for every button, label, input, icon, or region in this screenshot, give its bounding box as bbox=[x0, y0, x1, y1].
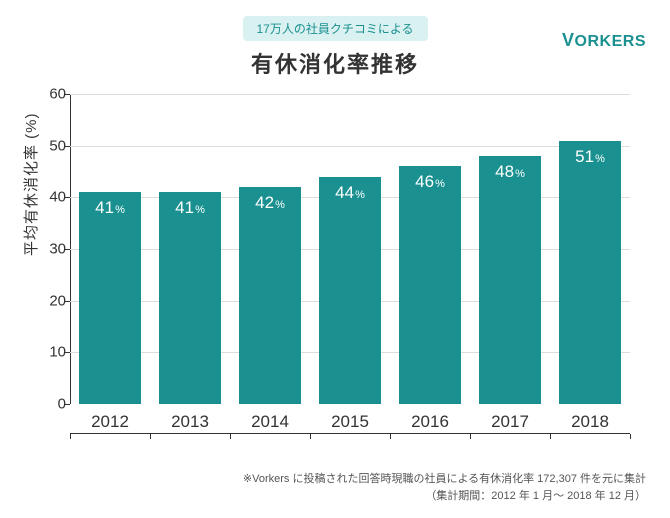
x-tick-mark bbox=[70, 434, 71, 439]
bars-container: 41% 41% 42% 44% 46% 48% 51% bbox=[70, 94, 630, 404]
x-tick-label: 2016 bbox=[411, 412, 449, 432]
y-tick-label: 60 bbox=[38, 86, 66, 103]
x-tick-mark bbox=[630, 434, 631, 439]
x-tick-label: 2012 bbox=[91, 412, 129, 432]
y-tick-label: 0 bbox=[38, 396, 66, 413]
x-tick-label: 2017 bbox=[491, 412, 529, 432]
chart-area: 0102030405060 41%41%42%44%46%48%51% 2012… bbox=[70, 94, 630, 434]
x-tick-label: 2014 bbox=[251, 412, 289, 432]
bar: 44% bbox=[319, 177, 381, 404]
bar: 41% bbox=[79, 192, 141, 404]
brand-rest: ORKERS bbox=[575, 33, 646, 50]
bar-value-label: 41% bbox=[79, 198, 141, 218]
bar-value-label: 48% bbox=[479, 162, 541, 182]
x-tick-mark bbox=[310, 434, 311, 439]
x-tick-mark bbox=[230, 434, 231, 439]
footnote: ※Vorkers に投稿された回答時現職の社員による有休消化率 172,307 … bbox=[243, 471, 646, 504]
bar-value-label: 44% bbox=[319, 183, 381, 203]
x-tick-label: 2013 bbox=[171, 412, 209, 432]
x-tick-mark bbox=[550, 434, 551, 439]
bar: 48% bbox=[479, 156, 541, 404]
footnote-line-1: ※Vorkers に投稿された回答時現職の社員による有休消化率 172,307 … bbox=[243, 471, 646, 488]
y-tick-mark bbox=[65, 404, 70, 405]
pretitle-text: 17万人の社員クチコミによる bbox=[243, 16, 428, 41]
bar: 46% bbox=[399, 166, 461, 404]
y-axis-label: 平均有休消化率 (%) bbox=[20, 113, 41, 257]
y-tick-label: 20 bbox=[38, 292, 66, 309]
x-tick-label: 2015 bbox=[331, 412, 369, 432]
bar-value-label: 41% bbox=[159, 198, 221, 218]
y-tick-label: 30 bbox=[38, 241, 66, 258]
bar-value-label: 42% bbox=[239, 193, 301, 213]
brand-v: V bbox=[562, 30, 575, 50]
bar: 51% bbox=[559, 141, 621, 405]
bar-value-label: 46% bbox=[399, 172, 461, 192]
x-tick-mark bbox=[150, 434, 151, 439]
x-axis-line bbox=[70, 433, 630, 434]
x-tick-mark bbox=[390, 434, 391, 439]
bar-value-label: 51% bbox=[559, 147, 621, 167]
y-tick-label: 10 bbox=[38, 344, 66, 361]
y-tick-label: 40 bbox=[38, 189, 66, 206]
y-tick-label: 50 bbox=[38, 137, 66, 154]
x-tick-mark bbox=[470, 434, 471, 439]
bar: 41% bbox=[159, 192, 221, 404]
brand-logo: VORKERS bbox=[562, 30, 646, 51]
chart-title: 有休消化率推移 bbox=[0, 47, 670, 79]
bar: 42% bbox=[239, 187, 301, 404]
x-tick-label: 2018 bbox=[571, 412, 609, 432]
